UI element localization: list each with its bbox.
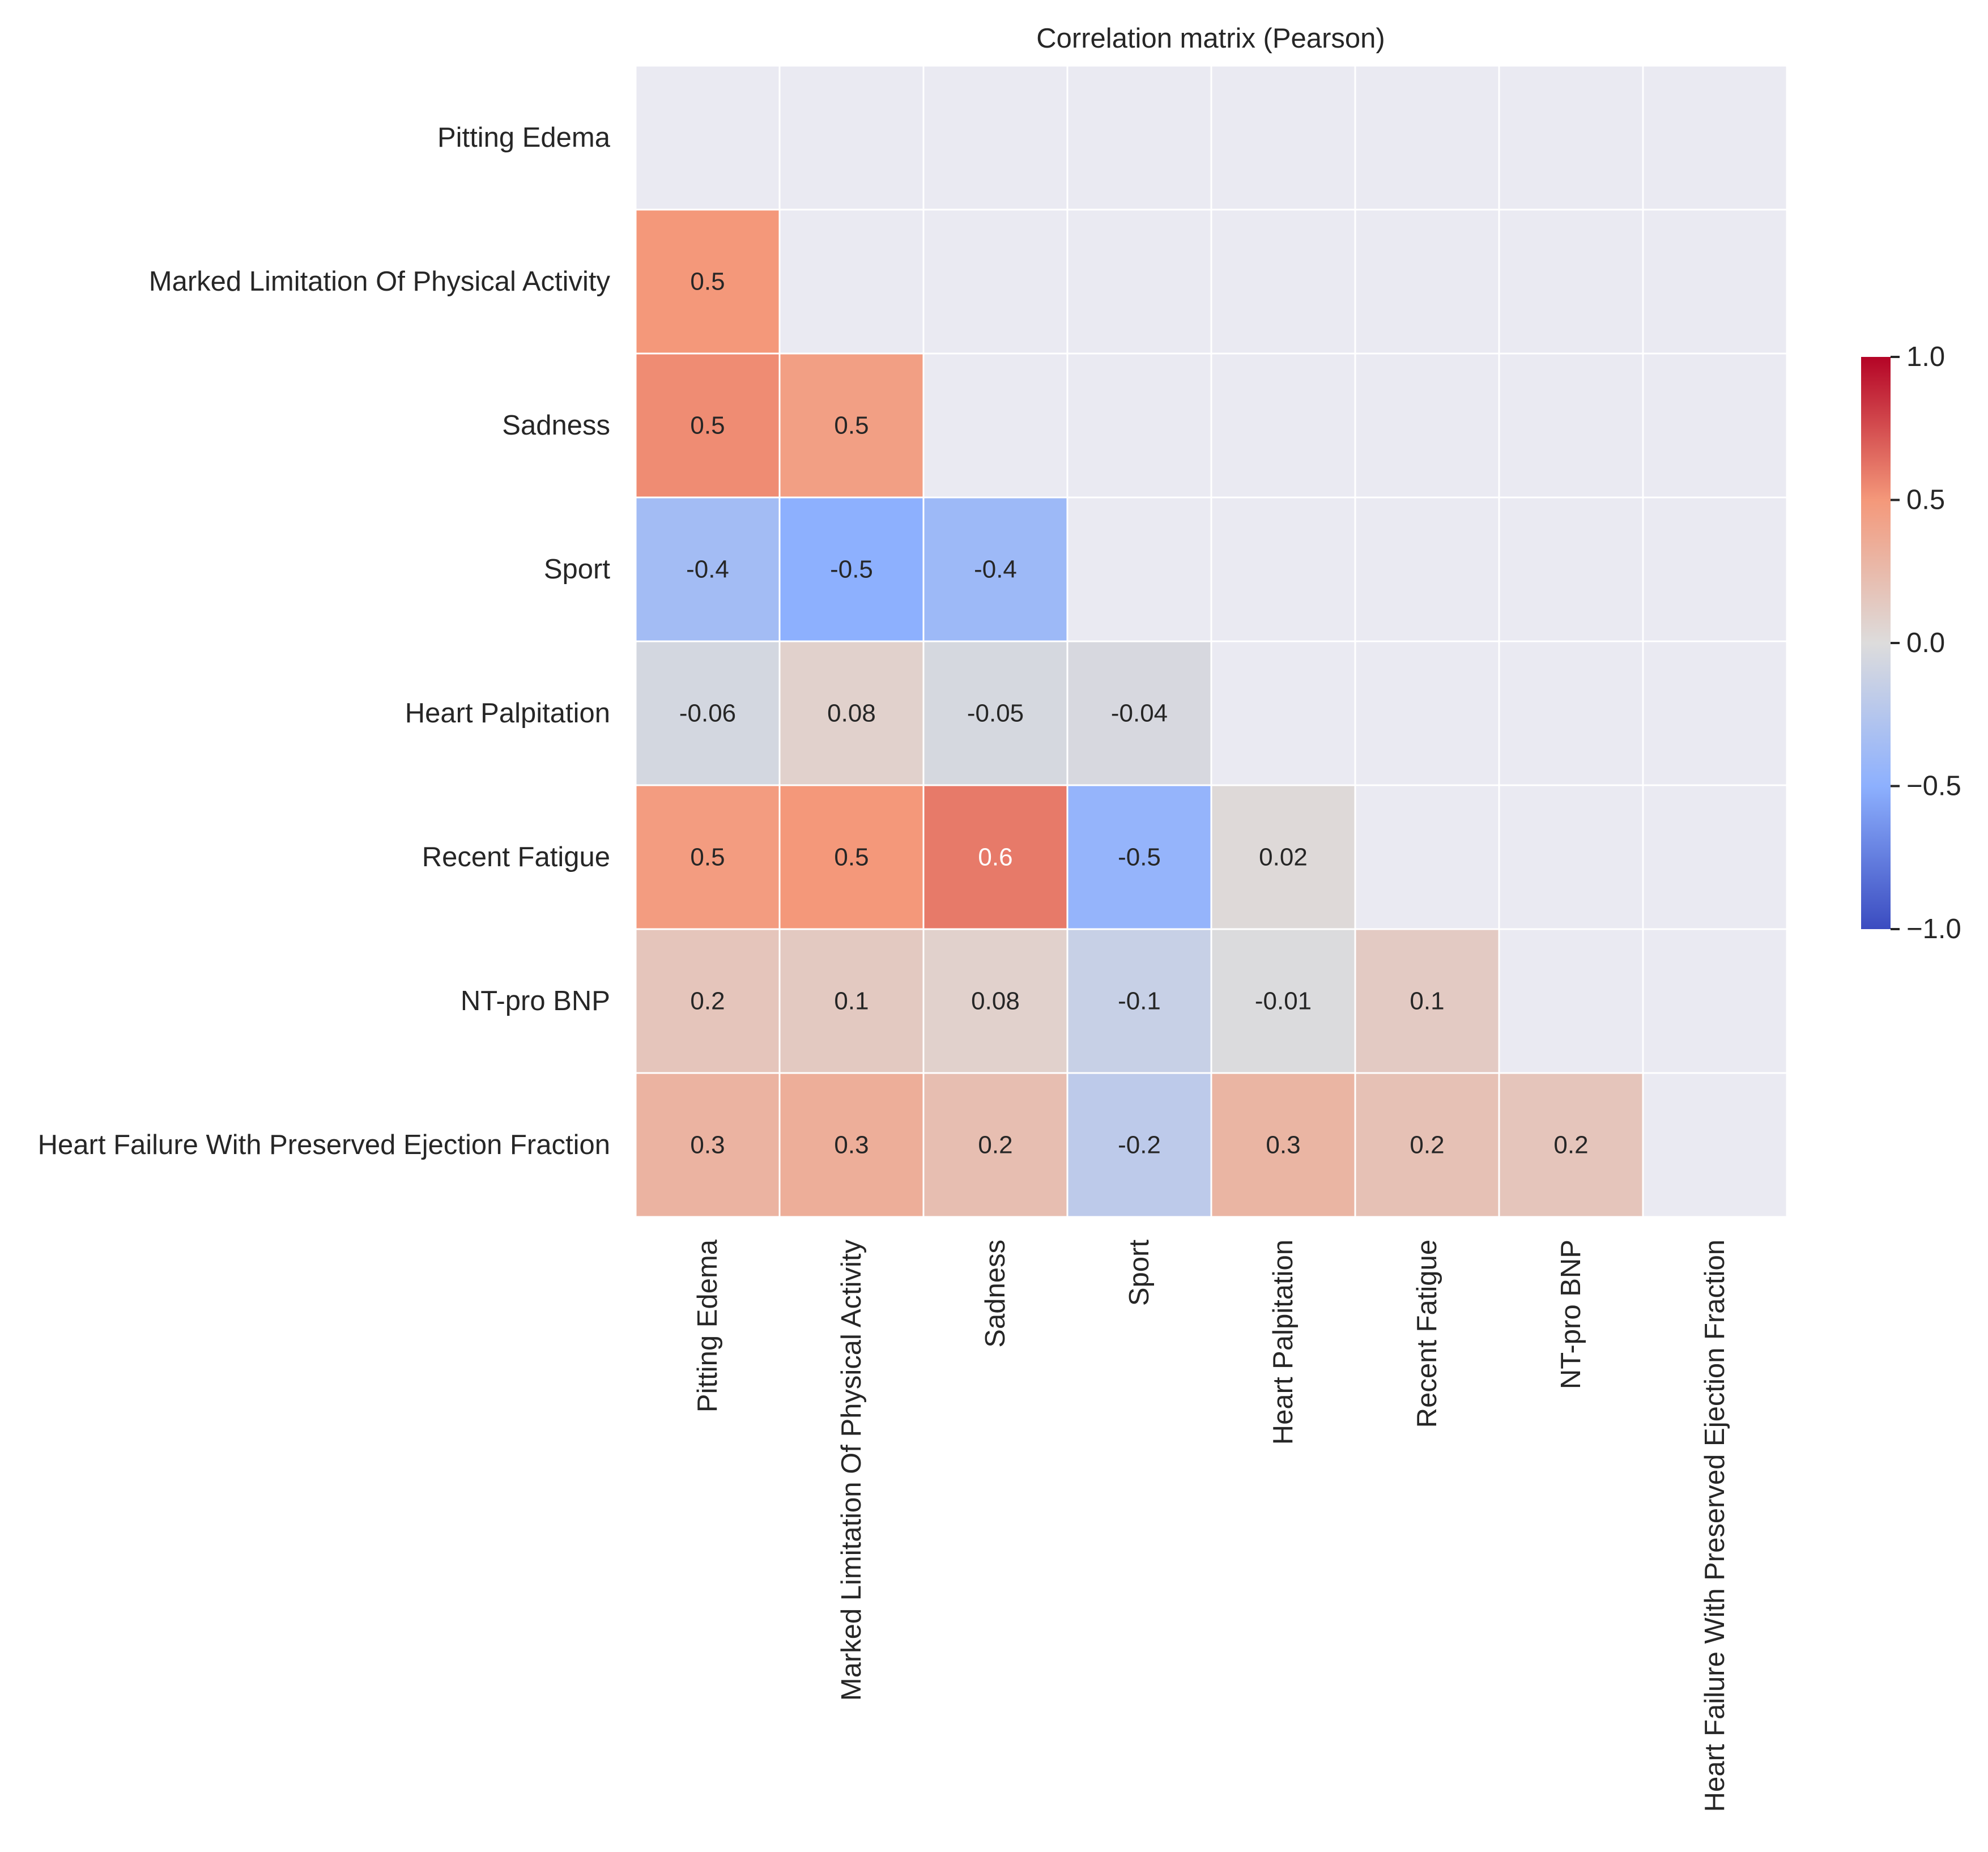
chart-title: Correlation matrix (Pearson) [1036,23,1385,54]
cell-value-label: 0.1 [834,987,869,1015]
cell-value-label: 0.2 [690,987,725,1015]
colorbar-tick-label: 0.5 [1906,485,1945,516]
cell-value-label: 0.3 [1266,1131,1300,1159]
colorbar: 1.0 0.5 0.0 −0.5 −1.0 [1861,342,1961,944]
cell-value-label: -0.4 [974,556,1017,584]
cell-value-label: -0.06 [679,700,736,727]
colorbar-tick-label: 0.0 [1906,628,1945,658]
colorbar-tick-label: 1.0 [1906,342,1945,372]
heatmap-cell [780,497,923,641]
heatmap-cell [636,210,780,354]
cell-value-label: -0.4 [686,556,729,584]
cell-value-label: 0.5 [690,412,725,440]
heatmap-cell [1499,1073,1643,1217]
heatmap-cell [780,785,923,929]
y-tick-label: Heart Palpitation [405,698,610,729]
x-axis-tick-labels: Pitting Edema Marked Limitation Of Physic… [692,1239,1730,1812]
cell-value-label: -0.01 [1255,987,1312,1015]
heatmap-cell [1211,785,1355,929]
cell-value-label: 0.3 [690,1131,725,1159]
y-tick-label: Pitting Edema [437,122,611,153]
cell-value-label: -0.04 [1111,700,1168,727]
cell-value-label: -0.2 [1118,1131,1161,1159]
x-tick-label: Heart Failure With Preserved Ejection Fr… [1700,1240,1730,1812]
x-tick-label: Sport [1124,1240,1155,1306]
heatmap-cell [636,785,780,929]
cell-value-label: 0.5 [690,268,725,296]
heatmap-cell [780,641,923,785]
heatmap-cell [923,641,1067,785]
x-tick-label: Marked Limitation Of Physical Activity [836,1240,867,1701]
y-tick-label: Heart Failure With Preserved Ejection Fr… [38,1130,610,1160]
y-tick-label: Marked Limitation Of Physical Activity [149,266,611,297]
heatmap-cell [923,929,1067,1073]
x-tick-label: Heart Palpitation [1268,1240,1299,1445]
plot-area: 0.5 0.5 0.5 -0.4 -0.5 -0.4 -0.06 0.08 -0.05 -0.04… [635,65,1788,1218]
heatmap-cell [923,497,1067,641]
colorbar-tick-label: −0.5 [1906,771,1961,802]
heatmap-cell [1355,929,1499,1073]
cell-value-label: 0.5 [690,844,725,871]
x-tick-label: Pitting Edema [692,1239,723,1412]
cell-value-label: 0.08 [827,700,876,727]
heatmap-cell [636,641,780,785]
cell-value-label: 0.08 [971,987,1020,1015]
cell-value-label: 0.1 [1410,987,1444,1015]
cell-value-label: 0.2 [1410,1131,1444,1159]
heatmap-cell [923,1073,1067,1217]
cell-value-label: 0.2 [978,1131,1012,1159]
heatmap-cell [1211,1073,1355,1217]
y-tick-label: Sadness [502,410,610,441]
heatmap-cell [636,354,780,497]
cell-value-label: 0.2 [1553,1131,1588,1159]
x-tick-label: NT-pro BNP [1556,1240,1586,1389]
cell-value-label: -0.1 [1118,987,1161,1015]
heatmap-cell [1067,785,1211,929]
heatmap-cell [1067,929,1211,1073]
colorbar-gradient [1861,357,1891,929]
heatmap-cell [780,1073,923,1217]
cell-value-label: 0.5 [834,844,869,871]
cell-value-label: -0.5 [830,556,873,584]
heatmap-cell [1067,641,1211,785]
y-axis-tick-labels: Pitting Edema Marked Limitation Of Physic… [38,122,611,1160]
y-tick-label: Sport [544,554,611,585]
heatmap-cell [1355,1073,1499,1217]
cell-value-label: 0.3 [834,1131,869,1159]
heatmap-cell [636,1073,780,1217]
heatmap-cell [1067,1073,1211,1217]
heatmap-cell [636,497,780,641]
cell-value-label: 0.5 [834,412,869,440]
heatmap-cell [1211,929,1355,1073]
heatmap-cell [780,354,923,497]
cell-value-label: 0.02 [1259,844,1308,871]
y-tick-label: Recent Fatigue [422,842,610,872]
x-tick-label: Recent Fatigue [1412,1240,1442,1428]
cell-value-label: -0.05 [967,700,1024,727]
heatmap-cell [923,785,1067,929]
heatmap-cell [780,929,923,1073]
cell-value-label: 0.6 [978,844,1012,871]
heatmap-cell [636,929,780,1073]
y-tick-label: NT-pro BNP [461,986,610,1016]
colorbar-tick-label: −1.0 [1906,914,1961,944]
cell-value-label: -0.5 [1118,844,1161,871]
x-tick-label: Sadness [980,1240,1011,1348]
